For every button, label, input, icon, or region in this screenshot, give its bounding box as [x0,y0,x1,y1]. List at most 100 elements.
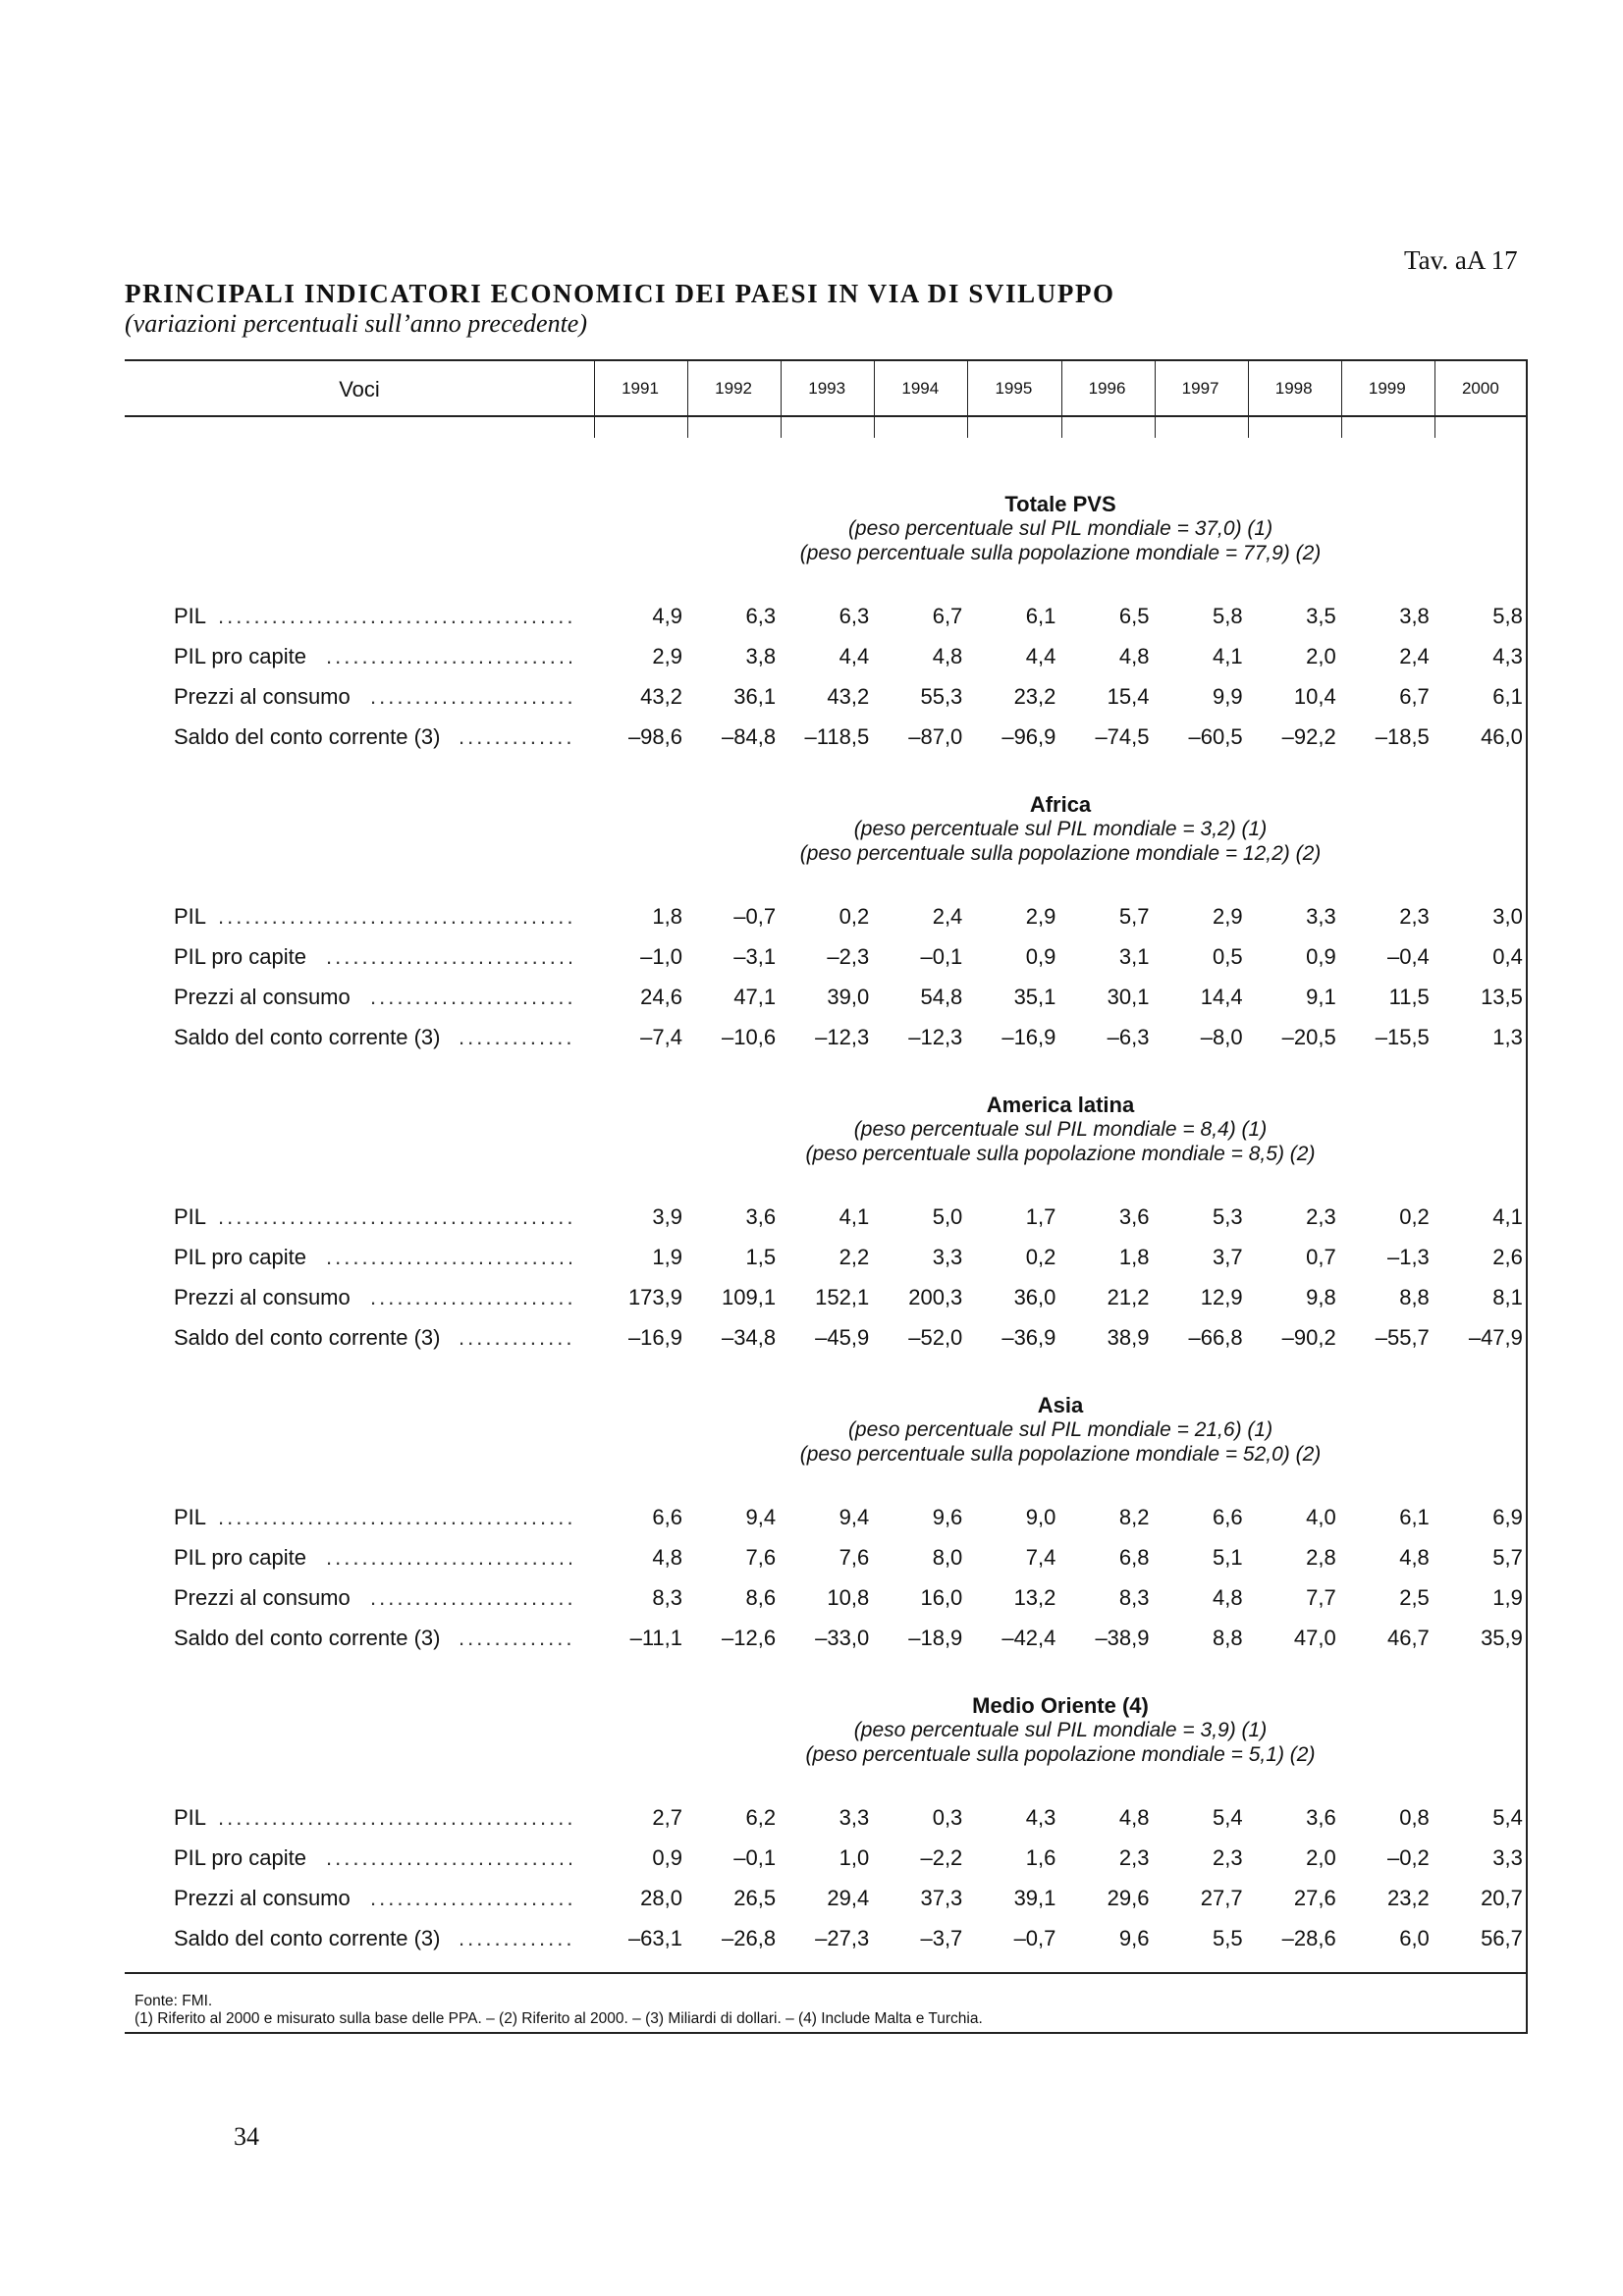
table-cell: 9,6 [1118,1926,1150,1950]
table-cell: 35,1 [1013,985,1056,1009]
table-cell: 2,4 [932,904,963,929]
leader-dots: ........................................… [326,644,571,668]
row-label: PIL pro capite [174,944,306,969]
table-cell: 8,2 [1118,1505,1150,1529]
table-cell: 43,2 [640,684,682,709]
column-separator [1154,359,1156,438]
column-header-voci: Voci [339,377,380,401]
table-cell: –36,9 [1001,1325,1056,1350]
table-cell: –8,0 [1200,1025,1243,1049]
leader-dots: ........................................… [459,1926,571,1950]
section-heading: Medio Oriente (4) (peso percentuale sul P… [589,1694,1532,1767]
row-label: Saldo del conto corrente (3) [174,1325,441,1350]
table-cell: 47,0 [1293,1626,1336,1650]
table-row: Prezzi al consumo.......................… [0,1284,1623,1313]
table-cell: 6,8 [1118,1545,1150,1570]
column-separator [1247,359,1249,438]
section-heading: Totale PVS (peso percentuale sul PIL mond… [589,493,1532,565]
table-cell: 21,2 [1107,1285,1150,1309]
table-cell: 54,8 [920,985,963,1009]
table-cell: 4,8 [652,1545,682,1570]
table-cell: 3,3 [839,1805,870,1830]
table-cell: 30,1 [1107,985,1150,1009]
leader-dots: ........................................… [326,1245,571,1269]
table-cell: –66,8 [1188,1325,1243,1350]
table-cell: 6,2 [745,1805,777,1830]
table-cell: –12,3 [908,1025,963,1049]
section-name: Asia [1037,1393,1084,1417]
leader-dots: ........................................… [326,1545,571,1570]
table-cell: 6,1 [1399,1505,1430,1529]
table-cell: 29,6 [1107,1886,1150,1910]
table-cell: 4,4 [839,644,870,668]
row-label: Prezzi al consumo [174,1285,351,1309]
table-cell: 9,0 [1025,1505,1056,1529]
table-cell: 29,4 [827,1886,870,1910]
section-population-weight: (peso percentuale sulla popolazione mond… [799,842,1322,865]
table-cell: 3,3 [1306,904,1336,929]
table-cell: 35,9 [1481,1626,1523,1650]
row-label: Prezzi al consumo [174,1886,351,1910]
table-cell: 6,1 [1025,604,1056,628]
table-cell: 6,3 [745,604,777,628]
table-cell: 4,8 [1399,1545,1430,1570]
table-cell: 56,7 [1481,1926,1523,1950]
table-cell: 2,3 [1213,1845,1243,1870]
column-separator [1340,359,1342,438]
table-cell: 36,0 [1013,1285,1056,1309]
footer-rule [125,1972,1528,1974]
table-cell: –47,9 [1468,1325,1523,1350]
table-cell: 0,7 [1306,1245,1336,1269]
table-cell: 47,1 [733,985,777,1009]
table-cell: 8,3 [652,1585,682,1610]
table-cell: 0,9 [1306,944,1336,969]
row-label: PIL [174,904,207,929]
table-cell: 3,0 [1492,904,1523,929]
table-cell: –2,3 [827,944,870,969]
column-header-year: 1993 [808,379,846,398]
table-cell: 13,2 [1013,1585,1056,1610]
leader-dots: ........................................… [459,1025,571,1049]
table-cell: 5,7 [1118,904,1150,929]
table-row: PIL.....................................… [0,1504,1623,1533]
row-label: Prezzi al consumo [174,985,351,1009]
column-header-year: 2000 [1461,379,1499,398]
table-cell: –1,0 [640,944,682,969]
table-cell: 39,1 [1013,1886,1056,1910]
table-cell: –18,9 [908,1626,963,1650]
column-separator [874,359,876,438]
table-cell: 4,8 [932,644,963,668]
leader-dots: ........................................… [326,1845,571,1870]
section-population-weight: (peso percentuale sulla popolazione mond… [805,1143,1316,1165]
table-cell: 39,0 [827,985,870,1009]
table-cell: 27,7 [1200,1886,1243,1910]
table-cell: 7,7 [1306,1585,1336,1610]
table-cell: –12,3 [815,1025,870,1049]
table-row: Saldo del conto corrente (3)............… [0,1324,1623,1354]
table-cell: 4,1 [1492,1204,1523,1229]
row-label: Saldo del conto corrente (3) [174,1626,441,1650]
table-cell: –0,4 [1386,944,1430,969]
table-cell: –3,7 [920,1926,963,1950]
table-cell: 2,4 [1399,644,1430,668]
table-cell: 4,1 [1213,644,1243,668]
leader-dots: ........................................… [218,1505,571,1529]
table-cell: 8,0 [932,1545,963,1570]
column-separator [781,359,783,438]
column-header-year: 1995 [995,379,1033,398]
table-cell: 5,8 [1213,604,1243,628]
section-name: Totale PVS [1004,492,1116,516]
table-cell: 5,3 [1213,1204,1243,1229]
section-population-weight: (peso percentuale sulla popolazione mond… [805,1743,1316,1766]
table-cell: 3,6 [1306,1805,1336,1830]
table-row: PIL pro capite..........................… [0,1844,1623,1874]
table-cell: 1,9 [652,1245,682,1269]
table-cell: 8,6 [745,1585,777,1610]
section-name: America latina [986,1093,1135,1117]
table-cell: 5,5 [1213,1926,1243,1950]
table-cell: –98,6 [627,724,682,749]
row-label: PIL [174,1805,207,1830]
table-cell: 6,7 [1399,684,1430,709]
table-row: PIL.....................................… [0,903,1623,933]
table-row: Prezzi al consumo.......................… [0,1885,1623,1914]
